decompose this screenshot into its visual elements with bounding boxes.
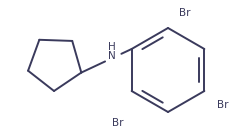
Text: H: H [108, 42, 116, 52]
Text: Br: Br [217, 100, 229, 110]
Text: Br: Br [179, 8, 191, 18]
Text: N: N [108, 51, 116, 61]
Text: Br: Br [112, 118, 124, 128]
